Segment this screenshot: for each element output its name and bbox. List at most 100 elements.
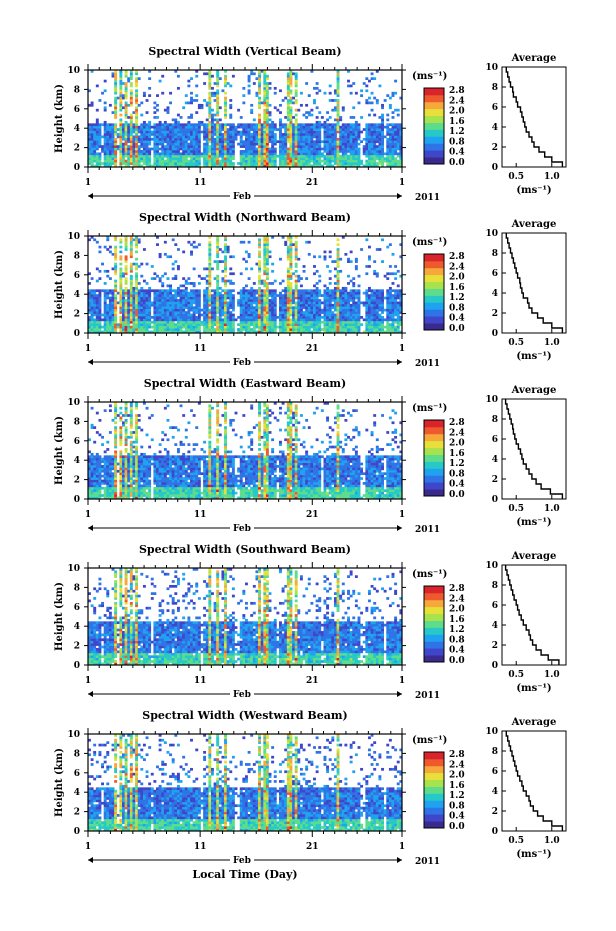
- heatmap-cell: [218, 294, 222, 297]
- heatmap-cell: [158, 133, 162, 136]
- heatmap-cell: [286, 101, 290, 105]
- heatmap-cell: [103, 291, 107, 295]
- heatmap-cell: [289, 108, 293, 112]
- heatmap-cell: [163, 159, 167, 163]
- heatmap-cell: [208, 130, 212, 134]
- heatmap-cell: [310, 142, 314, 146]
- heatmap-cell: [187, 328, 191, 331]
- heatmap-cell: [313, 265, 316, 268]
- heatmap-cell: [250, 328, 254, 331]
- heatmap-cell: [333, 135, 337, 139]
- heatmap-cell: [95, 279, 99, 283]
- heatmap-cell: [226, 142, 230, 146]
- heatmap-cell: [302, 301, 306, 305]
- heatmap-cell: [258, 289, 261, 293]
- heatmap-cell: [176, 301, 180, 305]
- heatmap-cell: [150, 125, 154, 129]
- heatmap-cell: [213, 113, 217, 117]
- heatmap-cell: [205, 289, 209, 293]
- heatmap-cell: [187, 101, 191, 105]
- y-tick-label: 6: [74, 105, 80, 115]
- heatmap-cell: [294, 99, 298, 102]
- heatmap-cell: [302, 296, 306, 300]
- heatmap-cell: [339, 140, 343, 144]
- heatmap-cell: [373, 135, 377, 139]
- heatmap-cell: [318, 133, 322, 136]
- heatmap-cell: [326, 320, 330, 324]
- heatmap-cell: [132, 152, 136, 156]
- heatmap-cell: [203, 99, 207, 102]
- heatmap-cell: [132, 238, 136, 242]
- heatmap-cell: [106, 157, 110, 161]
- heatmap-cell: [88, 330, 91, 334]
- heatmap-cell: [224, 128, 227, 131]
- heatmap-cell: [347, 159, 350, 163]
- heatmap-cell: [310, 330, 314, 334]
- heatmap-cell: [116, 145, 120, 148]
- heatmap-cell: [347, 79, 350, 83]
- heatmap-cell: [210, 137, 214, 141]
- heatmap-cell: [347, 311, 350, 314]
- heatmap-cell: [169, 318, 173, 322]
- heatmap-cell: [279, 130, 282, 134]
- heatmap-cell: [161, 301, 165, 305]
- heatmap-cell: [315, 147, 319, 151]
- heatmap-cell: [179, 159, 183, 163]
- heatmap-cell: [297, 137, 301, 141]
- heatmap-cell: [124, 152, 128, 156]
- heatmap-cell: [137, 77, 141, 80]
- heatmap-cell: [284, 303, 288, 307]
- heatmap-cell: [182, 106, 186, 110]
- heatmap-cell: [336, 74, 340, 78]
- heatmap-cell: [367, 257, 371, 261]
- heatmap-cell: [197, 137, 201, 141]
- heatmap-cell: [336, 140, 340, 144]
- heatmap-cell: [140, 311, 144, 314]
- heatmap-cell: [336, 86, 340, 90]
- heatmap-cell: [245, 311, 248, 314]
- heatmap-cell: [124, 255, 128, 259]
- heatmap-cell: [320, 328, 324, 331]
- heatmap-cell: [179, 308, 183, 312]
- heatmap-cell: [323, 301, 327, 305]
- heatmap-cell: [354, 145, 358, 148]
- heatmap-cell: [88, 294, 91, 297]
- heatmap-cell: [114, 99, 118, 102]
- heatmap-cell: [218, 296, 222, 300]
- heatmap-cell: [245, 142, 248, 146]
- heatmap-cell: [391, 125, 395, 129]
- heatmap-cell: [328, 152, 332, 156]
- heatmap-cell: [158, 140, 162, 144]
- heatmap-cell: [213, 157, 217, 161]
- heatmap-cell: [265, 103, 269, 107]
- heatmap-cell: [190, 320, 193, 324]
- average-xlabel: (ms⁻¹): [516, 185, 551, 196]
- heatmap-cell: [208, 272, 212, 276]
- heatmap-cell: [273, 306, 277, 310]
- heatmap-cell: [315, 325, 319, 329]
- heatmap-cell: [114, 84, 118, 88]
- heatmap-cell: [263, 313, 267, 317]
- heatmap-cell: [111, 72, 115, 76]
- heatmap-cell: [192, 162, 196, 165]
- heatmap-cell: [323, 311, 327, 314]
- heatmap-cell: [331, 99, 335, 102]
- heatmap-cell: [349, 164, 353, 168]
- heatmap-cell: [323, 257, 327, 261]
- heatmap-cell: [331, 299, 335, 302]
- heatmap-cell: [263, 154, 267, 158]
- heatmap-cell: [299, 277, 303, 280]
- heatmap-cell: [229, 267, 233, 271]
- heatmap-cell: [245, 130, 248, 134]
- heatmap-cell: [108, 323, 112, 327]
- heatmap-cell: [339, 306, 343, 310]
- heatmap-cell: [187, 277, 191, 280]
- heatmap-cell: [106, 316, 110, 319]
- heatmap-cell: [129, 330, 133, 334]
- heatmap-cell: [268, 250, 272, 254]
- heatmap-cell: [166, 328, 170, 331]
- heatmap-cell: [111, 123, 115, 127]
- heatmap-cell: [394, 157, 398, 161]
- heatmap-cell: [367, 301, 371, 305]
- heatmap-cell: [373, 133, 377, 136]
